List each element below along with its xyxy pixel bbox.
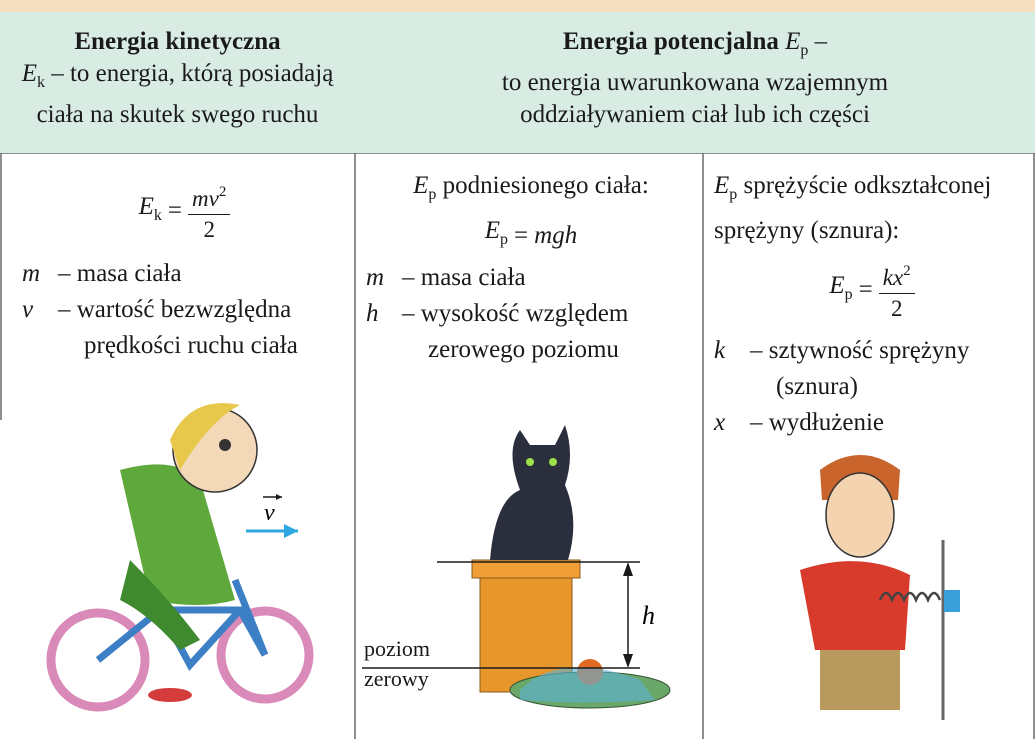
- numerator: kx2: [878, 256, 915, 294]
- numerator: mv2: [188, 177, 231, 215]
- intro: Ep podniesionego ciała:: [366, 168, 696, 213]
- helmet: [170, 403, 240, 470]
- spring-cell: Ep sprężyście odkształconej sprężyny (sz…: [714, 168, 1030, 441]
- trousers: [820, 650, 900, 710]
- lhs: Ep: [829, 268, 852, 313]
- shoe: [148, 688, 192, 702]
- header-title: Energia kinetyczna: [74, 28, 281, 55]
- equals: =: [514, 221, 529, 249]
- cat-scene: h: [362, 425, 671, 709]
- subscript: p: [844, 285, 853, 303]
- header-title: Energia potencjalna: [562, 28, 779, 55]
- wheel: [216, 606, 314, 704]
- symbol: E: [714, 172, 730, 199]
- symbol: E: [829, 271, 845, 299]
- legend-row: m – masa ciała: [366, 260, 696, 296]
- exponent: 2: [903, 263, 911, 279]
- num-text: kx: [882, 265, 904, 290]
- subscript: k: [153, 206, 162, 224]
- header-potential: Energia potencjalna Ep – to energia uwar…: [355, 12, 1035, 153]
- symbol: E: [21, 60, 37, 87]
- equals: =: [167, 197, 183, 224]
- velocity-arrowhead: [284, 524, 298, 538]
- intro: Ep sprężyście odkształconej sprężyny (sz…: [714, 168, 1030, 249]
- kinetic-cell: Ek = mv2 2 m – masa ciała v – wartość bezwz…: [22, 168, 347, 364]
- legend-text: – sztywność sprężyny (sznura): [750, 337, 970, 400]
- symbol: m: [366, 264, 385, 291]
- head: [825, 472, 895, 558]
- cat-eye: [549, 458, 557, 466]
- eye: [219, 439, 231, 451]
- shirt: [800, 561, 910, 650]
- legend-row: x – wydłużenie: [714, 405, 1030, 441]
- zero-level-label: poziom zerowy: [364, 636, 430, 691]
- subscript: p: [800, 42, 809, 59]
- definition: – to energia, którą posiadają ciała na s…: [36, 60, 334, 128]
- symbol: m: [22, 260, 41, 287]
- symbol: E: [138, 192, 154, 220]
- cyclist: v: [46, 403, 314, 712]
- cat-eye: [526, 458, 534, 466]
- legend-row: k – sztywność sprężyny (sznura): [714, 333, 1004, 405]
- definition: to energia uwarunkowana wzajemnym oddzia…: [501, 69, 889, 128]
- intro-text: podniesionego ciała:: [442, 172, 649, 199]
- legend-text: – masa ciała: [58, 260, 182, 287]
- denominator: 2: [890, 296, 903, 321]
- symbol: E: [484, 217, 501, 244]
- legs: [120, 560, 200, 650]
- definition-box: to energia uwarunkowana wzajemnym oddzia…: [445, 67, 945, 131]
- exponent: 2: [218, 184, 227, 200]
- legend-text: – wydłużenie: [750, 409, 884, 436]
- equals: =: [858, 276, 873, 303]
- legend-text: – wartość bezwzględna prędkości ruchu ci…: [58, 296, 298, 359]
- symbol: E: [413, 172, 429, 199]
- legend-row: m – masa ciała: [22, 256, 347, 292]
- clamp: [944, 590, 960, 612]
- symbol: k: [714, 337, 726, 364]
- fraction: kx2 2: [878, 256, 915, 324]
- vector-mark-head: [276, 494, 282, 500]
- lhs: Ep: [485, 213, 508, 258]
- vector-label: v: [264, 500, 275, 526]
- cat: [490, 425, 574, 560]
- legend-text: – masa ciała: [402, 264, 526, 291]
- top-band: [0, 0, 1035, 12]
- water: [520, 667, 655, 703]
- lhs: Ek: [139, 189, 162, 234]
- rhs: mgh: [534, 221, 578, 249]
- wheel: [46, 608, 150, 712]
- fraction: mv2 2: [188, 177, 231, 245]
- legend-row: h – wysokość względem zerowego poziomu: [366, 296, 636, 368]
- symbol: v: [22, 296, 34, 323]
- legend-text: – wysokość względem zerowego poziomu: [402, 300, 629, 363]
- symbol: E: [785, 28, 801, 55]
- subscript: p: [428, 186, 437, 203]
- height-label: h: [642, 601, 655, 630]
- denominator: 2: [203, 217, 215, 242]
- spring: [878, 591, 942, 604]
- symbol: x: [714, 409, 726, 436]
- subscript: p: [729, 186, 738, 203]
- formula: Ep = mgh: [366, 213, 696, 258]
- formula: Ep = kx2 2: [714, 253, 1030, 327]
- symbol: h: [366, 300, 379, 327]
- header-kinetic: Energia kinetyczna Ek – to energia, któr…: [0, 12, 355, 153]
- subscript: p: [500, 231, 509, 248]
- subscript: k: [36, 74, 45, 91]
- intro-text: sprężyście odkształconej sprężyny (sznur…: [714, 172, 992, 244]
- legend-row: v – wartość bezwzględna prędkości ruchu c…: [22, 292, 347, 364]
- jacket: [120, 464, 235, 605]
- dash: –: [814, 28, 828, 55]
- spring-scene: [800, 455, 960, 720]
- raised-cell: Ep podniesionego ciała: Ep = mgh m – masa…: [366, 168, 696, 368]
- num-text: mv: [192, 186, 219, 211]
- formula: Ek = mv2 2: [22, 172, 347, 250]
